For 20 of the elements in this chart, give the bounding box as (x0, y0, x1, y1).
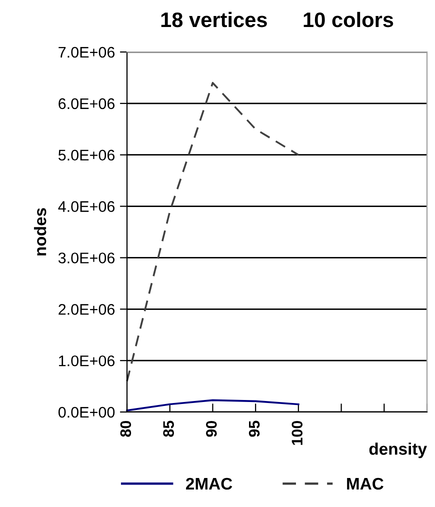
line-series (126, 82, 300, 382)
y-tick-label: 2.0E+06 (58, 304, 115, 315)
y-tick-label: 6.0E+06 (58, 98, 115, 110)
legend-label: MAC (347, 478, 384, 490)
y-tick-label: 0.0E+00 (58, 406, 115, 418)
chart-title: 18 vertices 10 colors (161, 12, 394, 28)
y-tick-label: 1.0E+06 (59, 355, 115, 366)
x-tick-label: 90 (206, 420, 217, 437)
legend-label: 2MAC (186, 478, 232, 490)
x-tick-label: 80 (120, 420, 132, 437)
y-tick-label: 3.0E+06 (58, 252, 115, 264)
y-axis-title: nodes (34, 208, 46, 256)
y-tick-label: 7.0E+06 (58, 46, 115, 58)
y-tick-label: 4.0E+06 (58, 201, 115, 212)
x-tick-label: 85 (163, 420, 174, 437)
line-series (126, 399, 300, 412)
x-axis-title: density (369, 442, 427, 458)
x-tick-label: 100 (292, 420, 303, 445)
y-tick-label: 5.0E+06 (58, 150, 115, 161)
x-tick-label: 95 (248, 420, 260, 437)
